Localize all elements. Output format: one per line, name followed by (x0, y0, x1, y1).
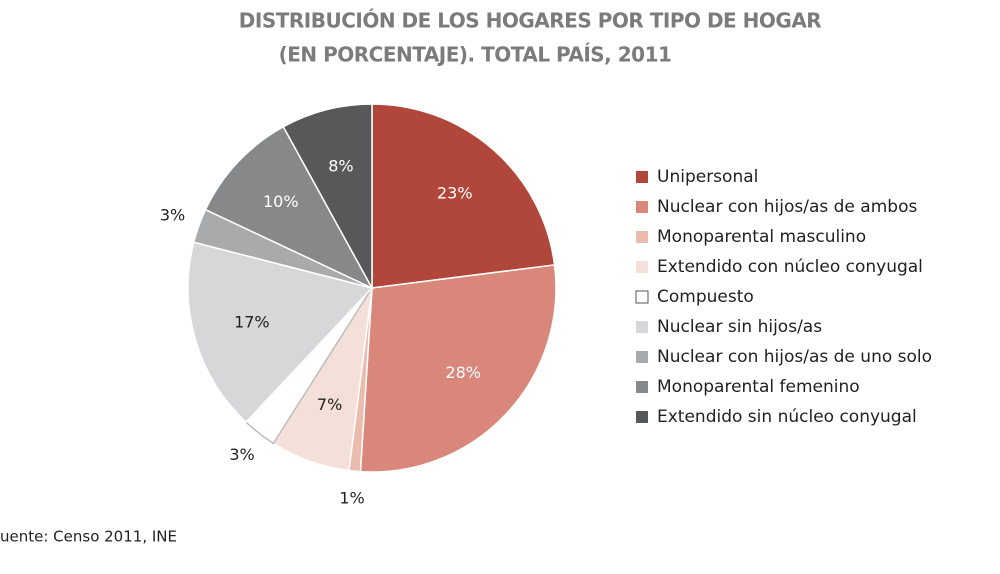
slice-label: 17% (234, 312, 270, 331)
legend-label: Nuclear con hijos/as de ambos (657, 197, 917, 217)
slice-label: 3% (229, 445, 254, 464)
pie-slice (359, 264, 557, 473)
pie-slice (282, 103, 373, 289)
legend-label: Monoparental femenino (657, 377, 860, 397)
pie-slice (187, 241, 374, 424)
chart-title: (EN PORCENTAJE). TOTAL PAÍS, 2011 (279, 43, 672, 67)
legend-swatch (636, 411, 648, 423)
legend-swatch (636, 351, 648, 363)
slice-label: 28% (445, 363, 481, 382)
legend-swatch (636, 321, 648, 333)
legend-label: Unipersonal (657, 167, 758, 187)
source-note: uente: Censo 2011, INE (0, 528, 177, 546)
legend-swatch (636, 231, 648, 243)
legend-label: Nuclear con hijos/as de uno solo (657, 347, 932, 367)
legend-label: Compuesto (657, 287, 754, 307)
pie-slice (371, 103, 556, 289)
legend-label: Monoparental masculino (657, 227, 866, 247)
slice-label: 10% (263, 192, 299, 211)
legend-swatch (636, 261, 648, 273)
pie-slice (204, 125, 374, 290)
slice-label: 8% (328, 156, 353, 175)
legend-label: Nuclear sin hijos/as (657, 317, 822, 337)
legend-swatch (636, 171, 648, 183)
legend-swatch (636, 381, 648, 393)
slice-label: 3% (160, 206, 185, 225)
legend-label: Extendido sin núcleo conyugal (657, 407, 917, 427)
legend-label: Extendido con núcleo conyugal (657, 257, 923, 277)
slice-label: 1% (339, 489, 364, 508)
slice-label: 23% (437, 184, 473, 203)
chart-title: DISTRIBUCIÓN DE LOS HOGARES POR TIPO DE … (239, 9, 822, 33)
slice-label: 7% (317, 395, 342, 414)
legend-swatch (636, 201, 648, 213)
legend-swatch (635, 290, 649, 304)
